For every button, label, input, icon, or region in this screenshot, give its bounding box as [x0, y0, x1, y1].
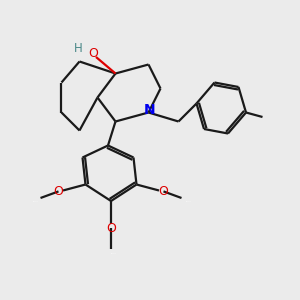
Text: N: N [144, 103, 156, 117]
Text: methoxy: methoxy [111, 252, 117, 253]
Text: methoxy: methoxy [33, 200, 39, 202]
Text: O: O [159, 185, 168, 198]
Text: O: O [54, 185, 63, 198]
Text: O: O [88, 47, 98, 60]
Text: O: O [106, 221, 116, 235]
Text: H: H [74, 42, 82, 55]
Text: methoxy: methoxy [186, 200, 192, 202]
